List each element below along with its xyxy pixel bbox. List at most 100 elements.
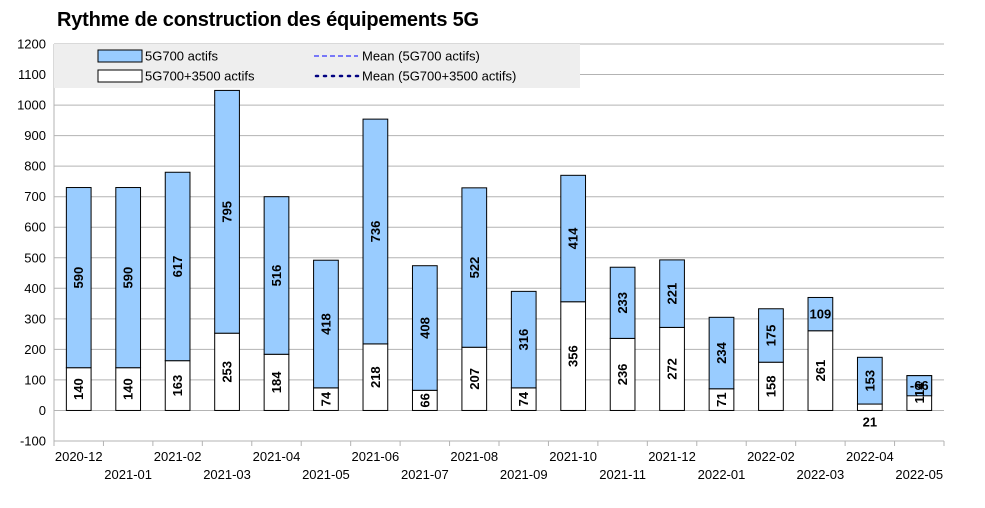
- x-tick-label: 2021-08: [450, 449, 498, 464]
- x-tick-label: 2022-04: [846, 449, 894, 464]
- y-tick-label: 900: [24, 128, 46, 143]
- bar-segment-5g700: [214, 89, 240, 334]
- bar-segment-5g700-3500: [856, 403, 883, 411]
- y-tick-label: 100: [24, 372, 46, 387]
- y-tick-label: 300: [24, 311, 46, 326]
- data-label: 74: [318, 391, 333, 406]
- x-tick-label: 2021-01: [104, 467, 152, 482]
- bar-segment-5g700: [313, 259, 339, 389]
- x-tick-label: 2022-05: [895, 467, 943, 482]
- y-tick-label: 0: [39, 403, 46, 418]
- y-tick-label: 500: [24, 250, 46, 265]
- data-label: 522: [467, 257, 482, 279]
- legend-label: 5G700+3500 actifs: [145, 69, 255, 84]
- y-tick-label: 700: [24, 189, 46, 204]
- x-tick-label: 2021-10: [549, 449, 597, 464]
- x-tick-label: 2021-09: [500, 467, 548, 482]
- bar-segment-5g700-3500: [362, 343, 389, 411]
- bar-segment-5g700: [856, 356, 883, 405]
- x-tick-label: 2021-07: [401, 467, 449, 482]
- grid-lines: [54, 43, 944, 442]
- data-label: 140: [71, 378, 86, 400]
- data-label: 261: [813, 360, 828, 382]
- x-tick-label: 2021-03: [203, 467, 251, 482]
- x-tick-label: 2020-12: [55, 449, 103, 464]
- x-tick-label: 2021-06: [352, 449, 400, 464]
- legend-label: 5G700 actifs: [145, 49, 218, 64]
- bar-segment-5g700-3500: [263, 353, 290, 411]
- data-label: 418: [318, 313, 333, 335]
- y-tick-label: 1100: [18, 67, 46, 82]
- bar-segment-5g700-3500: [758, 361, 784, 411]
- plot-area: [54, 44, 944, 441]
- bar-segment-5g700: [411, 265, 438, 391]
- bar-segment-5g700-3500: [461, 346, 488, 411]
- x-axis: 2020-122021-012021-022021-032021-042021-…: [53, 441, 945, 482]
- bar-segment-5g700: [807, 296, 834, 332]
- data-label: 316: [516, 329, 531, 351]
- x-tick-label: 2022-02: [747, 449, 795, 464]
- bar-segment-5g700: [906, 375, 933, 397]
- data-label: 234: [714, 341, 729, 363]
- data-label: 590: [121, 267, 136, 289]
- x-tick-label: 2021-11: [599, 467, 646, 482]
- bar-segment-5g700-3500: [560, 301, 587, 411]
- bar-segment-5g700-3500: [65, 367, 92, 411]
- data-label: 114: [912, 382, 927, 404]
- legend: 5G700 actifs Mean (5G700 actifs) 5G700+350…: [54, 44, 580, 88]
- bar-segment-5g700-3500: [115, 367, 142, 411]
- bar-segment-5g700: [461, 187, 488, 348]
- x-tick-label: 2021-05: [302, 467, 350, 482]
- data-label: 218: [368, 366, 383, 388]
- data-label: 74: [516, 391, 531, 406]
- data-label: 163: [170, 375, 185, 397]
- data-label: 175: [763, 325, 778, 347]
- y-tick-label: 200: [24, 342, 46, 357]
- x-tick-label: 2021-12: [648, 449, 696, 464]
- chart-title: Rythme de construction des équipements 5…: [57, 9, 479, 31]
- y-tick-label: 600: [24, 220, 46, 235]
- data-label: 21: [863, 414, 877, 429]
- data-labels: 140 590 140 590 163 617 253 795 184 516 74 418 218 73…: [71, 201, 928, 430]
- y-tick-label: -100: [20, 434, 46, 449]
- y-tick-label: 800: [24, 159, 46, 174]
- bar-segment-5g700: [758, 308, 784, 363]
- bar-segment-5g700: [263, 196, 290, 355]
- data-label: 236: [615, 364, 630, 386]
- data-label: 140: [121, 378, 136, 400]
- data-label: 109: [810, 307, 832, 322]
- data-label: 253: [220, 361, 235, 383]
- data-label: 736: [368, 221, 383, 243]
- y-axis: -100 0 100 200 300 400 500 600 700 800 900 1000 1100…: [17, 37, 55, 449]
- legend-swatch: [97, 69, 143, 83]
- x-tick-label: 2021-02: [154, 449, 202, 464]
- data-label: 408: [417, 317, 432, 339]
- bar-segment-5g700-3500: [807, 330, 834, 411]
- bar-segment-5g700: [164, 171, 191, 362]
- data-label: 356: [566, 345, 581, 367]
- data-label: 233: [615, 292, 630, 314]
- y-tick-label: 1000: [17, 98, 46, 113]
- data-label: 272: [665, 358, 680, 380]
- x-tick-label: 2021-04: [253, 449, 301, 464]
- bar-segment-5g700: [659, 259, 685, 328]
- data-label: 590: [71, 267, 86, 289]
- x-tick-label: 2022-03: [797, 467, 845, 482]
- legend-swatch: [97, 49, 143, 63]
- bar-segment-5g700: [609, 266, 636, 339]
- y-tick-label: 400: [24, 281, 46, 296]
- data-label: 516: [269, 265, 284, 287]
- data-label: 221: [665, 283, 680, 305]
- data-label: 71: [714, 392, 729, 406]
- data-label: 617: [170, 256, 185, 278]
- legend-label: Mean (5G700 actifs): [362, 49, 480, 64]
- data-label: 795: [220, 201, 235, 223]
- data-label: 414: [566, 227, 581, 249]
- bar-segment-5g700: [65, 187, 92, 369]
- y-tick-label: 1200: [17, 37, 46, 52]
- data-label: 153: [862, 370, 877, 392]
- x-tick-label: 2022-01: [698, 467, 746, 482]
- legend-label: Mean (5G700+3500 actifs): [362, 69, 516, 84]
- bar-segment-5g700: [362, 118, 389, 345]
- data-label: 66: [417, 393, 432, 407]
